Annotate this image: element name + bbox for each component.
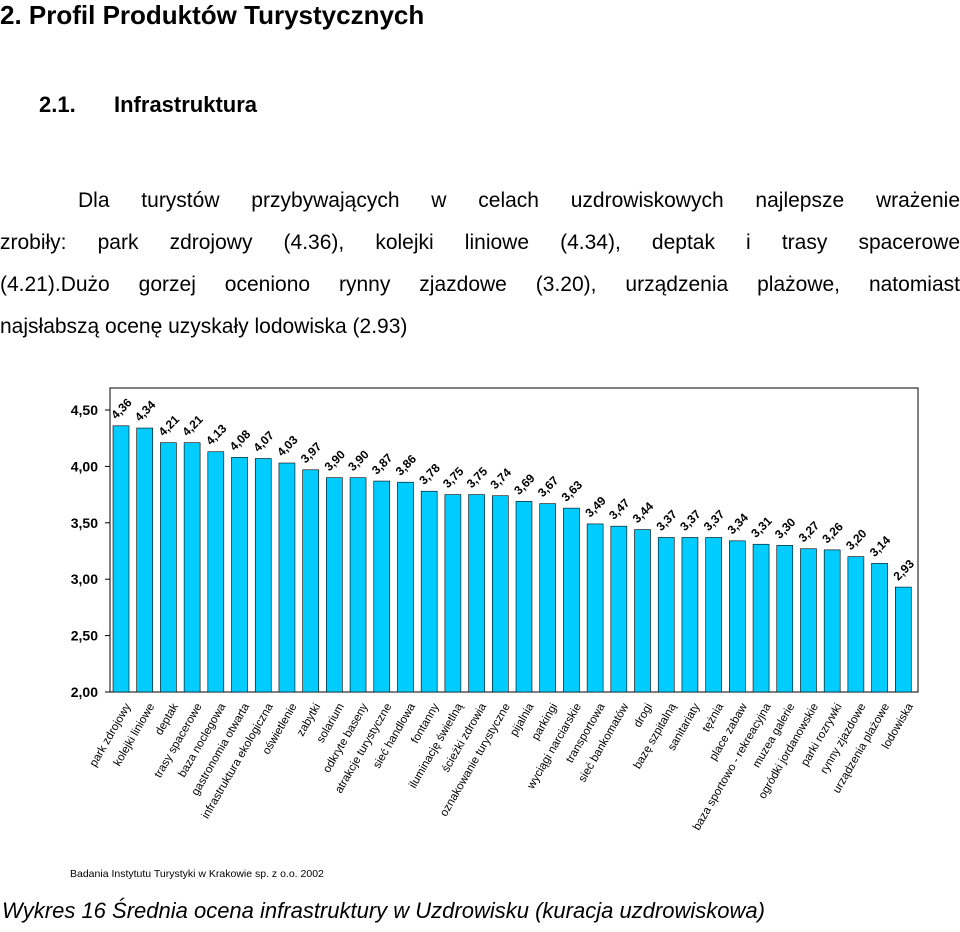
bar — [871, 563, 888, 693]
bar — [752, 543, 770, 693]
y-tick-label: 3,50 — [71, 515, 98, 531]
bar — [326, 477, 343, 693]
category-label: drogi — [632, 702, 655, 730]
bar — [847, 556, 865, 693]
y-tick-label: 2,00 — [71, 684, 98, 700]
bar — [823, 549, 841, 693]
bar — [254, 458, 272, 693]
paragraph-line: Dla turystów przybywających w celach uzd… — [78, 189, 960, 212]
subsection-number: 2.1. — [39, 92, 76, 117]
bar — [231, 457, 248, 693]
bar — [183, 442, 201, 693]
bar — [681, 537, 699, 693]
bar — [776, 545, 794, 693]
bar — [349, 477, 367, 693]
bar — [610, 525, 628, 693]
bar — [705, 537, 722, 693]
bar — [586, 523, 604, 693]
bar — [112, 425, 130, 693]
bar — [397, 481, 414, 693]
bar — [207, 451, 225, 693]
bar — [563, 507, 580, 693]
bar — [302, 469, 319, 693]
y-tick-label: 3,00 — [71, 571, 98, 587]
y-tick-label: 2,50 — [71, 628, 98, 644]
y-tick-label: 4,00 — [71, 458, 98, 474]
bar — [160, 442, 177, 693]
paragraph-line: (4.21).Dużo gorzej oceniono rynny zjazdo… — [0, 273, 960, 296]
bar — [491, 495, 509, 693]
body-paragraph: Dla turystów przybywających w celach uzd… — [0, 180, 960, 348]
source-note: Badania Instytutu Turystyki w Krakowie s… — [70, 868, 324, 880]
section-heading: 2. Profil Produktów Turystycznych — [0, 0, 425, 30]
bar — [800, 548, 817, 693]
paragraph-line: najsłabszą ocenę uzyskały lodowiska (2.9… — [0, 315, 408, 338]
y-tick-label: 4,50 — [71, 402, 98, 418]
bar — [136, 427, 154, 693]
figure-caption: Wykres 16 Średnia ocena infrastruktury w… — [2, 898, 765, 923]
bar — [657, 537, 675, 693]
bar — [634, 529, 651, 693]
bar — [278, 462, 296, 693]
bar — [515, 501, 533, 693]
bar — [373, 480, 391, 693]
bar — [729, 540, 746, 693]
bar — [468, 494, 485, 693]
subsection-title: Infrastruktura — [114, 92, 258, 117]
bar — [444, 494, 462, 693]
bar — [420, 490, 438, 693]
bar — [539, 503, 557, 693]
subsection-heading: 2.1. Infrastruktura — [39, 92, 257, 118]
bar — [894, 586, 912, 693]
paragraph-line: zrobiły: park zdrojowy (4.36), kolejki l… — [0, 231, 960, 254]
plot-area — [109, 387, 919, 693]
